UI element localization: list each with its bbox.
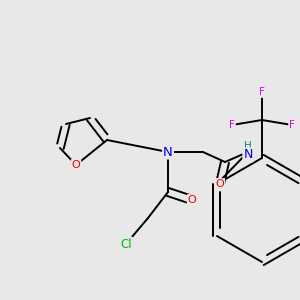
Text: F: F [289,120,295,130]
Text: F: F [259,87,265,97]
Text: H: H [244,141,252,151]
Text: N: N [163,146,173,158]
Text: N: N [243,148,253,161]
Text: O: O [188,195,196,205]
Text: F: F [229,120,235,130]
Text: O: O [216,179,224,189]
Text: Cl: Cl [120,238,132,250]
Text: O: O [72,160,80,170]
